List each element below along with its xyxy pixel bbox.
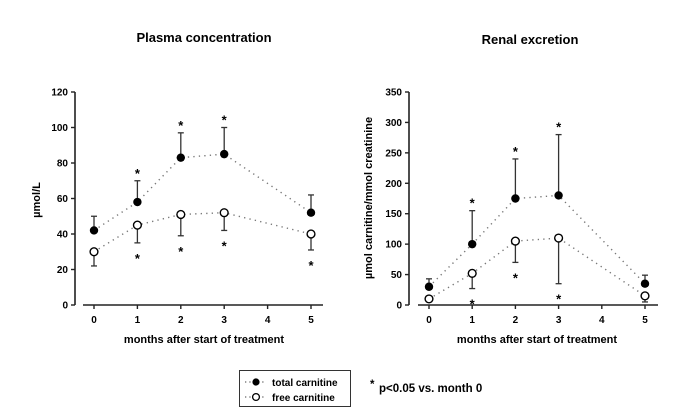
data-point-total-carnitine <box>89 226 99 235</box>
x-tick-label: 1 <box>469 315 475 326</box>
significance-star: * <box>370 379 375 391</box>
y-tick-label: 150 <box>385 209 402 220</box>
legend: total carnitine free carnitine <box>239 370 351 407</box>
y-tick-label: 0 <box>62 301 68 312</box>
y-tick-label: 300 <box>385 118 402 129</box>
x-tick-label: 5 <box>308 315 314 326</box>
significance-star-total-carnitine: * <box>178 118 184 133</box>
data-point-total-carnitine <box>511 194 520 203</box>
x-tick-label: 5 <box>642 315 648 326</box>
data-point-free-carnitine <box>132 220 143 230</box>
significance-star-total-carnitine: * <box>556 120 562 135</box>
series-line-total-carnitine <box>428 194 646 288</box>
data-point-total-carnitine <box>220 149 229 159</box>
data-point-total-carnitine <box>133 197 142 207</box>
significance-star-free-carnitine: * <box>135 251 141 266</box>
data-point-free-carnitine <box>306 229 316 239</box>
y-tick-label: 100 <box>385 240 402 251</box>
significance-star-free-carnitine: * <box>178 244 184 259</box>
significance-star-free-carnitine: * <box>513 270 519 285</box>
data-point-total-carnitine <box>176 153 185 162</box>
y-tick-label: 250 <box>385 148 402 159</box>
x-tick-label: 4 <box>265 315 271 326</box>
series-line-free-carnitine <box>93 211 312 253</box>
renal-chart: 0 50 100 150 200 250 300 350 0 1 2 3 4 5 * * * * * * <box>385 88 658 326</box>
chart-title-renal: Renal excretion <box>482 32 579 47</box>
y-tick-label: 50 <box>391 270 403 281</box>
legend-item-free: free carnitine <box>245 392 335 404</box>
data-point-free-carnitine <box>553 233 564 243</box>
x-tick-label: 0 <box>426 315 432 326</box>
data-point-free-carnitine <box>176 209 186 220</box>
y-tick-label: 20 <box>57 265 69 276</box>
legend-label-free: free carnitine <box>272 393 335 404</box>
y-tick-label: 100 <box>51 123 68 134</box>
data-point-free-carnitine <box>640 291 650 301</box>
data-point-total-carnitine <box>306 208 316 217</box>
plasma-chart: 0 20 40 60 80 100 120 0 1 2 3 4 5 * * * * * * * <box>51 88 323 326</box>
data-point-total-carnitine <box>468 239 477 249</box>
series-line-total-carnitine <box>93 153 312 232</box>
significance-star-free-carnitine: * <box>556 292 562 307</box>
x-tick-label: 2 <box>178 315 184 326</box>
data-point-free-carnitine <box>89 247 99 257</box>
significance-star-free-carnitine: * <box>222 238 228 253</box>
data-point-free-carnitine <box>219 208 229 218</box>
significance-star-total-carnitine: * <box>135 166 141 181</box>
x-tick-label: 2 <box>513 315 519 326</box>
y-tick-label: 40 <box>57 230 69 241</box>
x-tick-label: 4 <box>599 315 605 326</box>
significance-star-free-carnitine: * <box>470 297 476 312</box>
y-axis-label-plasma: µmol/L <box>31 182 43 218</box>
legend-marker-open-circle-icon <box>251 392 261 402</box>
significance-star-free-carnitine: * <box>308 258 314 273</box>
series-line-free-carnitine <box>428 237 646 300</box>
x-tick-label: 3 <box>221 315 227 326</box>
data-point-total-carnitine <box>554 191 563 200</box>
x-tick-label: 1 <box>135 315 141 326</box>
y-tick-label: 0 <box>396 301 402 312</box>
data-point-total-carnitine <box>640 279 650 288</box>
x-axis-label-renal: months after start of treatment <box>457 334 617 346</box>
legend-label-total: total carnitine <box>272 378 338 389</box>
y-tick-label: 350 <box>385 88 402 99</box>
y-tick-label: 200 <box>385 179 402 190</box>
legend-marker-filled-circle-icon <box>252 378 260 386</box>
y-axis-label-renal: µmol carnitine/mmol creatinine <box>363 117 375 279</box>
significance-star-total-carnitine: * <box>513 144 519 159</box>
x-tick-label: 0 <box>91 315 97 326</box>
y-tick-label: 80 <box>57 159 69 170</box>
legend-item-total: total carnitine <box>245 378 338 389</box>
data-point-free-carnitine <box>510 236 521 246</box>
data-point-total-carnitine <box>424 282 434 291</box>
chart-title-plasma: Plasma concentration <box>136 30 271 45</box>
significance-star-total-carnitine: * <box>470 196 476 211</box>
significance-star-total-carnitine: * <box>222 113 228 128</box>
significance-note: p<0.05 vs. month 0 <box>379 383 482 395</box>
data-point-free-carnitine <box>467 268 477 278</box>
x-axis-label-plasma: months after start of treatment <box>124 334 284 346</box>
data-point-free-carnitine <box>424 294 434 304</box>
x-tick-label: 3 <box>556 315 562 326</box>
y-tick-label: 120 <box>51 88 68 99</box>
y-tick-label: 60 <box>57 194 69 205</box>
